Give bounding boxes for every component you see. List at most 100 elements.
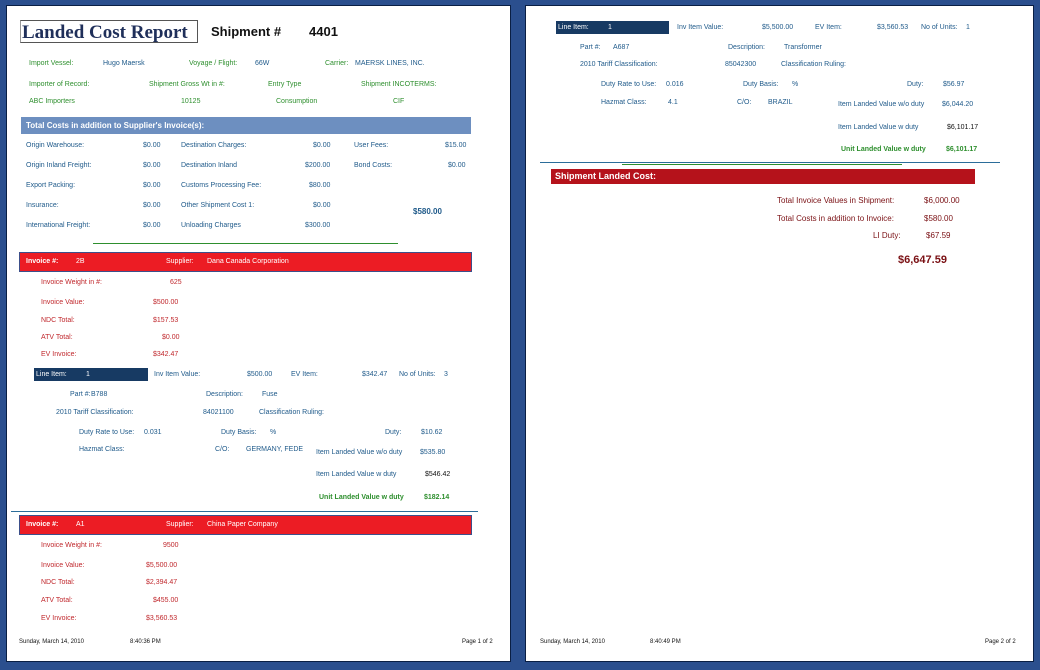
- shipment-number: 4401: [309, 24, 338, 39]
- li-duty-value: $67.59: [926, 231, 951, 240]
- unit-landed-label: Unit Landed Value w duty: [319, 494, 404, 501]
- total-invoice-label: Total Invoice Values in Shipment:: [777, 196, 895, 205]
- carrier-value: MAERSK LINES, INC.: [355, 60, 425, 67]
- landed-wo-duty-label: Item Landed Value w/o duty: [316, 449, 403, 456]
- line-item-label: Line Item:: [558, 24, 589, 31]
- tariff-label: 2010 Tariff Classification:: [56, 409, 134, 416]
- landed-wo-duty-value: $535.80: [420, 449, 446, 456]
- invoice-number: A1: [76, 521, 85, 528]
- supplier-name: China Paper Company: [207, 521, 278, 528]
- co-value: BRAZIL: [768, 99, 793, 106]
- atv-total-label: ATV Total:: [41, 597, 73, 604]
- carrier-label: Carrier:: [325, 60, 349, 67]
- hazmat-label: Hazmat Class:: [601, 99, 647, 106]
- tariff-label: 2010 Tariff Classification:: [580, 61, 658, 68]
- voyage-value: 66W: [255, 60, 270, 67]
- atv-total-label: ATV Total:: [41, 334, 73, 341]
- report-page-2: Line Item: 1 Inv Item Value: $5,500.00 E…: [525, 5, 1034, 662]
- section-divider: [11, 511, 478, 512]
- footer-page: Page 2 of 2: [985, 639, 1016, 645]
- cost-label: Unloading Charges: [181, 222, 241, 229]
- landed-w-duty-label: Item Landed Value w duty: [838, 124, 919, 131]
- cost-value: $0.00: [143, 182, 161, 189]
- duty-rate-label: Duty Rate to Use:: [601, 81, 657, 88]
- atv-total-value: $0.00: [162, 334, 180, 341]
- landed-wo-duty-label: Item Landed Value w/o duty: [838, 101, 925, 108]
- ruling-label: Classification Ruling:: [781, 61, 846, 68]
- ev-item-label: EV Item:: [291, 371, 318, 378]
- ev-invoice-value: $342.47: [153, 351, 179, 358]
- ev-invoice-value: $3,560.53: [146, 615, 178, 622]
- total-invoice-value: $6,000.00: [924, 196, 960, 205]
- cost-label: User Fees:: [354, 142, 389, 149]
- duty-basis-value: %: [270, 429, 277, 436]
- gross-wt-label: Shipment Gross Wt in #:: [149, 81, 225, 88]
- landed-w-duty-value: $546.42: [425, 471, 451, 478]
- voyage-label: Voyage / Flight:: [189, 60, 238, 67]
- landed-w-duty-value: $6,101.17: [947, 124, 979, 131]
- importer-label: Importer of Record:: [29, 81, 90, 88]
- description-value: Fuse: [262, 391, 278, 398]
- cost-value: $0.00: [313, 202, 331, 209]
- cost-value: $0.00: [448, 162, 466, 169]
- inv-item-value-label: Inv Item Value:: [677, 24, 724, 31]
- cost-value: $0.00: [143, 142, 161, 149]
- duty-basis-label: Duty Basis:: [221, 429, 257, 436]
- hazmat-value: 4.1: [668, 99, 678, 106]
- cost-label: Origin Warehouse:: [26, 142, 85, 149]
- ev-item-label: EV Item:: [815, 24, 842, 31]
- grand-total: $6,647.59: [898, 254, 947, 266]
- cost-label: Other Shipment Cost 1:: [181, 202, 255, 209]
- incoterms-value: CIF: [393, 98, 405, 105]
- supplier-name: Dana Canada Corporation: [207, 258, 289, 265]
- line-item-box: Line Item: 1: [556, 21, 669, 34]
- inv-item-value: $5,500.00: [762, 24, 794, 31]
- importer-value: ABC Importers: [29, 98, 75, 105]
- description-label: Description:: [728, 44, 765, 51]
- invoice-value-label: Invoice Value:: [41, 299, 85, 306]
- part-label: Part #:: [70, 391, 91, 398]
- costs-header: Total Costs in addition to Supplier's In…: [21, 117, 471, 134]
- li-duty-label: LI Duty:: [873, 231, 901, 240]
- footer-time: 8:40:36 PM: [130, 639, 161, 645]
- shipment-label: Shipment #: [211, 24, 282, 39]
- line-item-label: Line Item:: [36, 371, 67, 378]
- ndc-total-value: $2,394.47: [146, 579, 178, 586]
- cost-value: $15.00: [445, 142, 467, 149]
- ndc-total-label: NDC Total:: [41, 579, 75, 586]
- ev-invoice-label: EV Invoice:: [41, 615, 77, 622]
- section-divider: [622, 164, 902, 165]
- duty-rate-value: 0.016: [666, 81, 684, 88]
- invoice-weight-label: Invoice Weight in #:: [41, 542, 102, 549]
- tariff-value: 85042300: [725, 61, 757, 68]
- units-value: 1: [966, 24, 970, 31]
- invoice-number: 2B: [76, 258, 85, 265]
- landed-wo-duty-value: $6,044.20: [942, 101, 974, 108]
- footer-date: Sunday, March 14, 2010: [19, 639, 84, 645]
- duty-rate-value: 0.031: [144, 429, 162, 436]
- inv-item-value-label: Inv Item Value:: [154, 371, 201, 378]
- cost-value: $0.00: [143, 162, 161, 169]
- total-costs-value: $580.00: [924, 214, 953, 223]
- unit-landed-value: $6,101.17: [946, 146, 978, 153]
- entry-type-label: Entry Type: [268, 81, 302, 88]
- cost-value: $0.00: [313, 142, 331, 149]
- invoice-weight-value: 625: [170, 279, 182, 286]
- invoice-weight-label: Invoice Weight in #:: [41, 279, 102, 286]
- invoice-number-label: Invoice #:: [26, 258, 59, 265]
- gross-wt-value: 10125: [181, 98, 201, 105]
- part-label: Part #:: [580, 44, 601, 51]
- import-vessel-label: Import Vessel:: [29, 60, 74, 67]
- cost-label: Customs Processing Fee:: [181, 182, 262, 189]
- units-value: 3: [444, 371, 448, 378]
- line-item-box: Line Item: 1: [34, 368, 148, 381]
- footer-page: Page 1 of 2: [462, 639, 493, 645]
- import-vessel-value: Hugo Maersk: [103, 60, 145, 67]
- co-label: C/O:: [737, 99, 752, 106]
- duty-label: Duty:: [907, 81, 924, 88]
- cost-label: Origin Inland Freight:: [26, 162, 92, 169]
- hazmat-label: Hazmat Class:: [79, 446, 125, 453]
- ndc-total-label: NDC Total:: [41, 317, 75, 324]
- atv-total-value: $455.00: [153, 597, 179, 604]
- co-label: C/O:: [215, 446, 230, 453]
